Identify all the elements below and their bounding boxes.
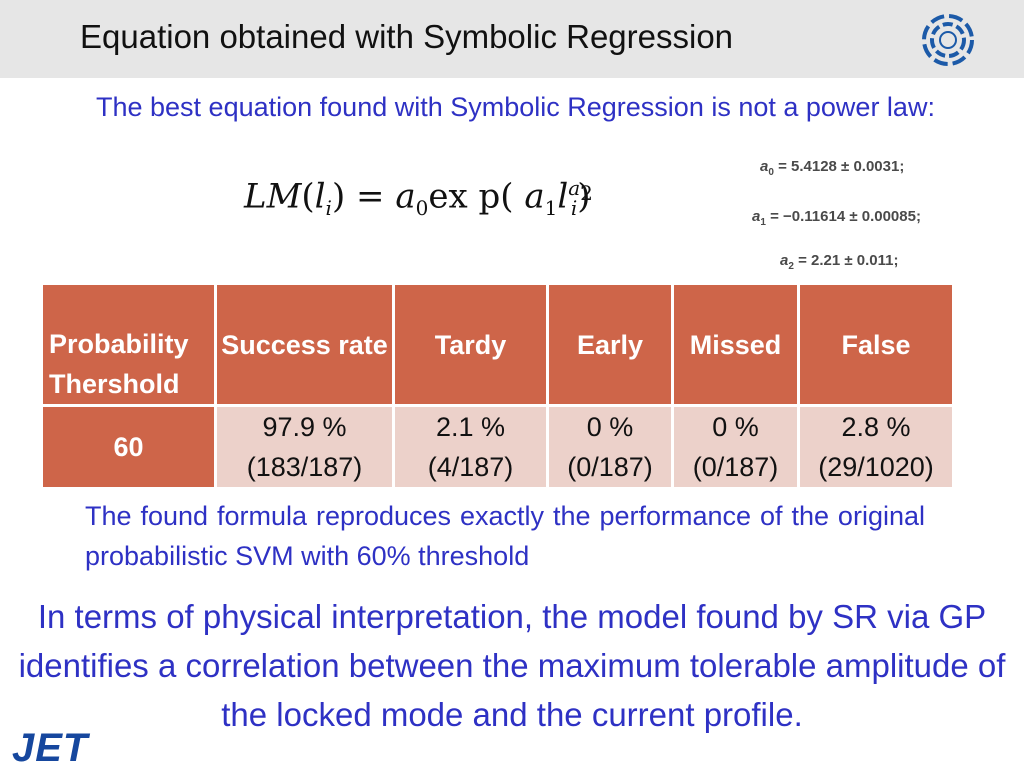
intro-text: The best equation found with Symbolic Re… bbox=[96, 92, 935, 122]
header-success-rate: Success rate bbox=[214, 282, 395, 407]
table-row: 60 97.9 % (183/187) 2.1 % (4/187) 0 % (0/18… bbox=[40, 404, 955, 490]
results-table: Probability Thershold Success rate Tardy… bbox=[40, 282, 955, 490]
table-header-row: Probability Thershold Success rate Tardy… bbox=[40, 282, 955, 407]
cell-false: 2.8 % (29/1020) bbox=[797, 404, 955, 490]
slide-header: Equation obtained with Symbolic Regressi… bbox=[0, 0, 1024, 78]
coefficient-a2: a2 = 2.21 ± 0.011; bbox=[780, 252, 899, 272]
coefficient-a1: a1 = −0.11614 ± 0.00085; bbox=[752, 208, 921, 228]
regression-equation: LM(li) = a0ex p( a1la2i) bbox=[244, 176, 593, 221]
cell-tardy: 2.1 % (4/187) bbox=[392, 404, 549, 490]
cell-early: 0 % (0/187) bbox=[546, 404, 674, 490]
finding-text: The found formula reproduces exactly the… bbox=[85, 501, 925, 571]
cell-success: 97.9 % (183/187) bbox=[214, 404, 395, 490]
slide-title: Equation obtained with Symbolic Regressi… bbox=[80, 18, 734, 55]
header-false: False bbox=[797, 282, 955, 407]
coefficient-a0: a0 = 5.4128 ± 0.0031; bbox=[760, 158, 905, 178]
interpretation-text: In terms of physical interpretation, the… bbox=[18, 598, 1006, 733]
header-missed: Missed bbox=[671, 282, 800, 407]
fusion-logo-icon bbox=[922, 14, 974, 66]
header-probability-threshold: Probability Thershold bbox=[40, 282, 217, 407]
cell-threshold: 60 bbox=[40, 404, 217, 490]
cell-missed: 0 % (0/187) bbox=[671, 404, 800, 490]
header-early: Early bbox=[546, 282, 674, 407]
jet-logo: JET bbox=[12, 726, 89, 770]
header-tardy: Tardy bbox=[392, 282, 549, 407]
